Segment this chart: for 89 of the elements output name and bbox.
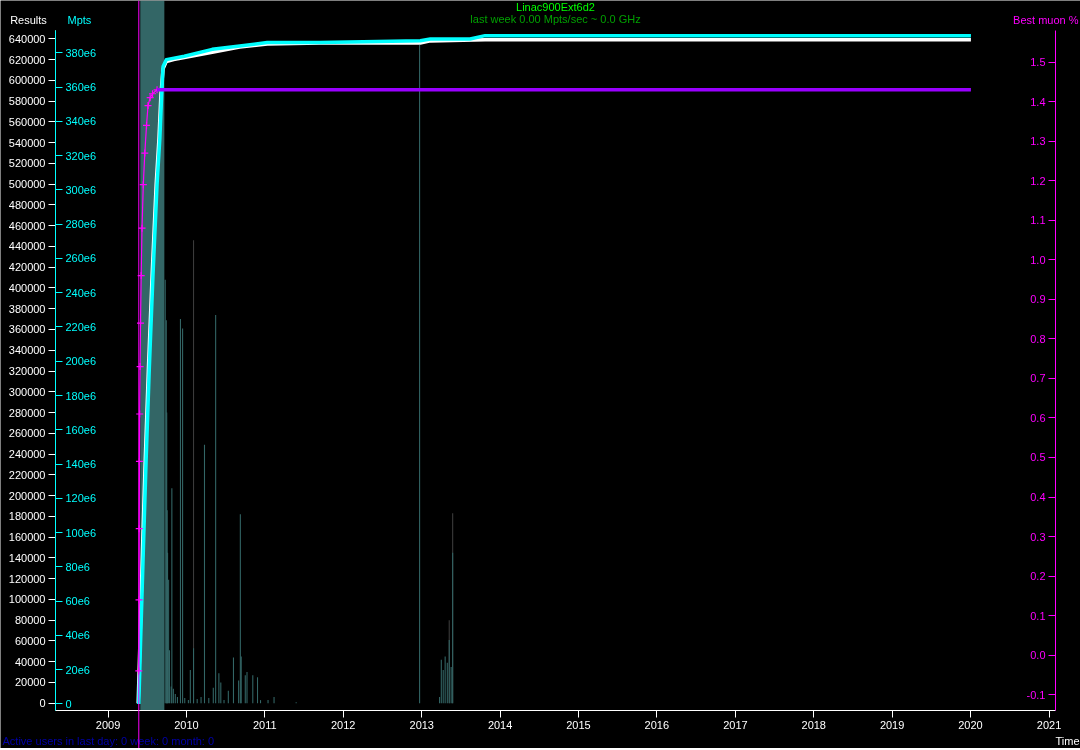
y-tick-label: 420000 bbox=[8, 261, 46, 274]
x-tick-label: 2013 bbox=[409, 718, 434, 731]
y2-tick-label: 120e6 bbox=[65, 492, 97, 505]
y-tick-label: 200000 bbox=[8, 489, 46, 502]
y2-tick-label: 40e6 bbox=[65, 629, 90, 642]
y2-tick-label: 160e6 bbox=[65, 423, 97, 436]
y3-tick-label: 0.0 bbox=[1030, 649, 1046, 662]
y3-tick-label: 1.3 bbox=[1030, 135, 1046, 148]
y3-tick-label: 0.5 bbox=[1030, 451, 1046, 464]
y3-tick-label: 0.8 bbox=[1030, 332, 1046, 345]
x-tick-label: 2018 bbox=[801, 718, 827, 731]
y3-tick-label: 0.1 bbox=[1030, 609, 1046, 622]
x-tick-label: 2015 bbox=[566, 718, 591, 731]
y3-tick-label: 0.9 bbox=[1030, 293, 1046, 306]
x-tick-label: 2016 bbox=[644, 718, 670, 731]
y2-tick-label: 260e6 bbox=[65, 252, 97, 265]
y-tick-label: 220000 bbox=[8, 468, 46, 481]
x-tick-label: 2021 bbox=[1036, 718, 1062, 731]
y2-tick-label: 80e6 bbox=[65, 560, 90, 573]
y-tick-label: 460000 bbox=[8, 219, 46, 232]
y-tick-label: 400000 bbox=[8, 281, 46, 294]
y3-tick-label: 0.3 bbox=[1030, 530, 1046, 543]
y2-tick-label: 240e6 bbox=[65, 286, 97, 299]
y-tick-label: 360000 bbox=[8, 323, 46, 336]
y3-tick-label: 0.2 bbox=[1030, 570, 1046, 583]
y3-tick-label: 1.0 bbox=[1030, 253, 1046, 266]
y3-tick-label: 1.5 bbox=[1030, 56, 1046, 69]
x-tick-label: 2020 bbox=[958, 718, 983, 731]
y3-tick-label: 1.4 bbox=[1030, 95, 1046, 108]
y3-tick-label: 1.2 bbox=[1030, 174, 1046, 187]
x-axis-title: Time bbox=[1055, 734, 1080, 747]
y3-tick-label: -0.1 bbox=[1026, 688, 1046, 701]
y-tick-label: 580000 bbox=[8, 95, 46, 108]
y3-tick-label: 0.7 bbox=[1030, 372, 1046, 385]
y-tick-label: 120000 bbox=[8, 572, 46, 585]
y2-tick-label: 280e6 bbox=[65, 218, 97, 231]
y2-tick-label: 200e6 bbox=[65, 355, 97, 368]
y2-tick-label: 360e6 bbox=[65, 81, 97, 94]
x-tick-label: 2012 bbox=[330, 718, 356, 731]
x-tick-label: 2017 bbox=[723, 718, 748, 731]
y-tick-label: 380000 bbox=[8, 302, 46, 315]
y2-tick-label: 140e6 bbox=[65, 458, 97, 471]
x-tick-label: 2011 bbox=[252, 718, 277, 731]
y-tick-label: 280000 bbox=[8, 406, 46, 419]
y-tick-label: 600000 bbox=[8, 74, 46, 87]
y2-tick-label: 220e6 bbox=[65, 320, 97, 333]
x-tick-label: 2019 bbox=[879, 718, 905, 731]
x-tick-label: 2010 bbox=[174, 718, 199, 731]
y-tick-label: 620000 bbox=[8, 53, 46, 66]
y-tick-label: 640000 bbox=[8, 32, 46, 45]
y2-tick-label: 340e6 bbox=[65, 115, 97, 128]
y-tick-label: 40000 bbox=[14, 655, 46, 668]
y-tick-label: 440000 bbox=[8, 240, 46, 253]
y2-tick-label: 180e6 bbox=[65, 389, 97, 402]
y-tick-label: 300000 bbox=[8, 385, 46, 398]
y-tick-label: 340000 bbox=[8, 344, 46, 357]
y-tick-label: 320000 bbox=[8, 365, 46, 378]
y-axis-title: Results bbox=[10, 13, 48, 26]
chart-subtitle: last week 0.00 Mpts/sec ~ 0.0 GHz bbox=[470, 12, 641, 25]
y-tick-label: 160000 bbox=[8, 531, 46, 544]
y-tick-label: 140000 bbox=[8, 551, 46, 564]
y-tick-label: 260000 bbox=[8, 427, 46, 440]
y3-tick-label: 0.4 bbox=[1030, 491, 1046, 504]
y2-tick-label: 100e6 bbox=[65, 526, 97, 539]
y2-tick-label: 320e6 bbox=[65, 149, 97, 162]
y3-tick-label: 0.6 bbox=[1030, 411, 1046, 424]
chart-title: Linac900Ext6d2 bbox=[516, 0, 595, 13]
y2-tick-label: 380e6 bbox=[65, 46, 97, 59]
y-tick-label: 0 bbox=[39, 697, 46, 710]
y2-tick-label: 300e6 bbox=[65, 183, 97, 196]
y-tick-label: 60000 bbox=[14, 634, 46, 647]
y2-tick-label: 0 bbox=[65, 697, 72, 710]
y-tick-label: 540000 bbox=[8, 136, 46, 149]
y-tick-label: 180000 bbox=[8, 510, 46, 523]
y2-tick-label: 60e6 bbox=[65, 595, 90, 608]
y-tick-label: 560000 bbox=[8, 115, 46, 128]
y-tick-label: 80000 bbox=[14, 614, 46, 627]
y-tick-label: 480000 bbox=[8, 198, 46, 211]
y-tick-label: 520000 bbox=[8, 157, 46, 170]
y2-axis-title: Mpts bbox=[67, 13, 92, 26]
y-tick-label: 240000 bbox=[8, 448, 46, 461]
y3-axis-title: Best muon % bbox=[1013, 13, 1079, 26]
y-tick-label: 20000 bbox=[14, 676, 46, 689]
y3-tick-label: 1.1 bbox=[1030, 214, 1046, 227]
y-tick-label: 500000 bbox=[8, 178, 46, 191]
x-tick-label: 2014 bbox=[487, 718, 513, 731]
x-tick-label: 2009 bbox=[95, 718, 121, 731]
y2-tick-label: 20e6 bbox=[65, 663, 90, 676]
y-tick-label: 100000 bbox=[8, 593, 46, 606]
